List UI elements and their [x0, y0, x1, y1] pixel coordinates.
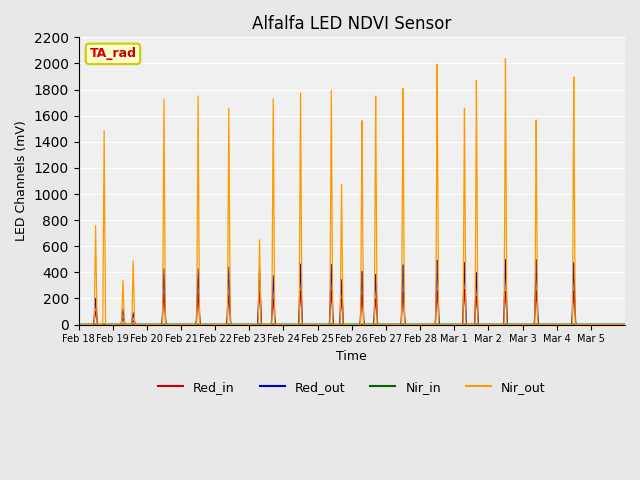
X-axis label: Time: Time	[337, 350, 367, 363]
Legend: Red_in, Red_out, Nir_in, Nir_out: Red_in, Red_out, Nir_in, Nir_out	[153, 376, 550, 399]
Text: TA_rad: TA_rad	[90, 48, 136, 60]
Title: Alfalfa LED NDVI Sensor: Alfalfa LED NDVI Sensor	[252, 15, 451, 33]
Y-axis label: LED Channels (mV): LED Channels (mV)	[15, 120, 28, 241]
